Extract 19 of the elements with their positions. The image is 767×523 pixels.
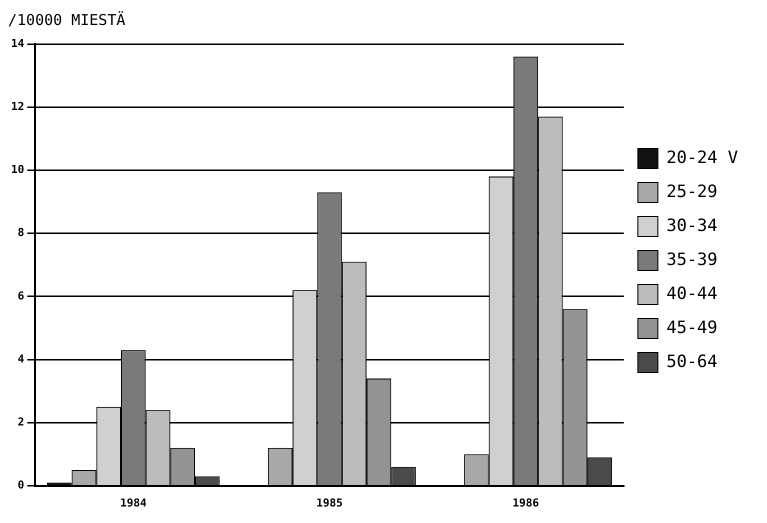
x-tick-label: 1986: [512, 496, 540, 510]
y-tick-label: 10: [10, 163, 24, 176]
y-tick-label: 8: [18, 226, 24, 240]
y-tick-label: 6: [18, 289, 25, 302]
y-tick-label: 4: [18, 352, 25, 366]
legend-label: 35-39: [666, 250, 718, 270]
x-tick-label: 1985: [316, 496, 343, 510]
legend-label: 30-34: [666, 216, 718, 236]
y-tick-label: 0: [18, 478, 24, 492]
y-tick-label: 2: [18, 416, 24, 429]
legend-label: 20-24 V: [666, 148, 738, 168]
y-tick-label: 12: [10, 100, 24, 113]
x-tick-label: 1984: [120, 496, 147, 510]
legend-label: 40-44: [666, 284, 718, 304]
legend-label: 25-29: [666, 182, 718, 202]
legend-label: 50-64: [666, 352, 718, 372]
legend-label: 45-49: [666, 318, 718, 338]
y-axis-title: /10000 MIESTÄ: [8, 10, 126, 29]
y-tick-label: 14: [10, 36, 25, 50]
